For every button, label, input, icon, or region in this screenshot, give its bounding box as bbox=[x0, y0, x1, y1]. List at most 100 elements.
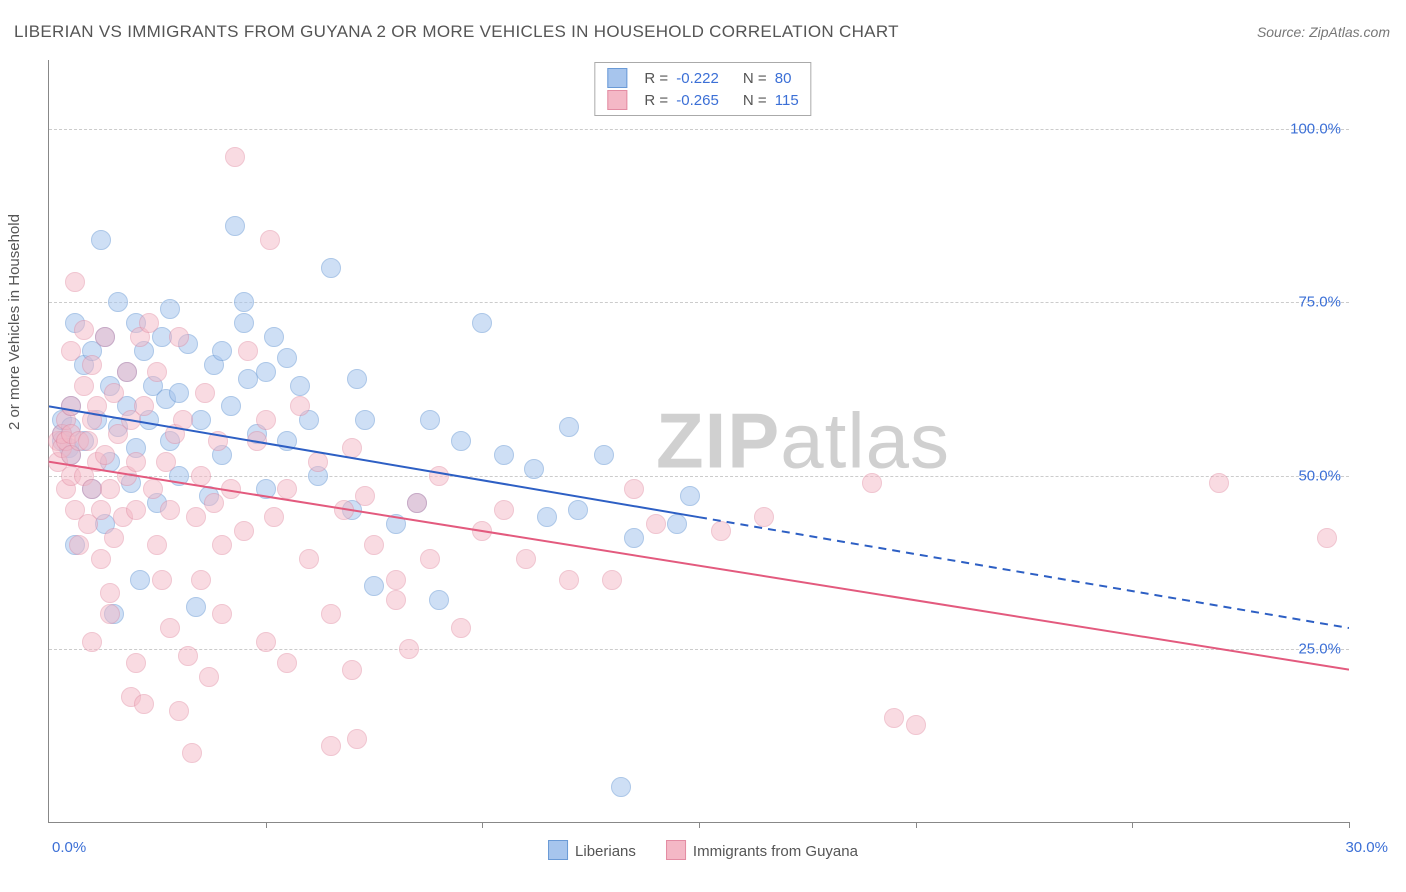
scatter-point bbox=[667, 514, 687, 534]
scatter-point bbox=[1317, 528, 1337, 548]
scatter-point bbox=[212, 341, 232, 361]
scatter-point bbox=[147, 535, 167, 555]
legend-swatch bbox=[548, 840, 568, 860]
scatter-point bbox=[342, 438, 362, 458]
scatter-point bbox=[568, 500, 588, 520]
scatter-point bbox=[61, 396, 81, 416]
scatter-point bbox=[420, 410, 440, 430]
scatter-point bbox=[178, 646, 198, 666]
scatter-point bbox=[264, 327, 284, 347]
scatter-point bbox=[130, 570, 150, 590]
scatter-point bbox=[234, 313, 254, 333]
scatter-point bbox=[225, 216, 245, 236]
scatter-point bbox=[290, 376, 310, 396]
scatter-point bbox=[78, 431, 98, 451]
scatter-point bbox=[602, 570, 622, 590]
scatter-point bbox=[429, 590, 449, 610]
scatter-point bbox=[524, 459, 544, 479]
chart-title: LIBERIAN VS IMMIGRANTS FROM GUYANA 2 OR … bbox=[14, 22, 899, 42]
scatter-point bbox=[516, 549, 536, 569]
scatter-point bbox=[256, 362, 276, 382]
scatter-point bbox=[342, 660, 362, 680]
scatter-point bbox=[160, 299, 180, 319]
scatter-point bbox=[347, 369, 367, 389]
scatter-point bbox=[95, 445, 115, 465]
r-label: R = -0.222 bbox=[644, 70, 718, 87]
scatter-point bbox=[134, 396, 154, 416]
scatter-point bbox=[290, 396, 310, 416]
scatter-point bbox=[74, 320, 94, 340]
scatter-point bbox=[65, 272, 85, 292]
scatter-point bbox=[624, 479, 644, 499]
scatter-point bbox=[182, 743, 202, 763]
scatter-point bbox=[451, 618, 471, 638]
scatter-point bbox=[234, 521, 254, 541]
scatter-point bbox=[299, 549, 319, 569]
x-tick-mark bbox=[1132, 822, 1133, 828]
scatter-point bbox=[355, 410, 375, 430]
scatter-point bbox=[321, 604, 341, 624]
scatter-point bbox=[472, 313, 492, 333]
scatter-point bbox=[754, 507, 774, 527]
x-axis-start-label: 0.0% bbox=[52, 839, 86, 856]
scatter-point bbox=[646, 514, 666, 534]
legend-swatch bbox=[607, 68, 627, 88]
scatter-point bbox=[221, 396, 241, 416]
scatter-point bbox=[186, 597, 206, 617]
scatter-point bbox=[91, 549, 111, 569]
gridline bbox=[49, 476, 1349, 477]
scatter-point bbox=[191, 466, 211, 486]
scatter-point bbox=[104, 528, 124, 548]
scatter-point bbox=[386, 570, 406, 590]
scatter-point bbox=[256, 410, 276, 430]
scatter-point bbox=[191, 570, 211, 590]
chart-container: LIBERIAN VS IMMIGRANTS FROM GUYANA 2 OR … bbox=[0, 0, 1406, 892]
x-axis-end-label: 30.0% bbox=[1345, 839, 1388, 856]
scatter-point bbox=[680, 486, 700, 506]
scatter-point bbox=[100, 604, 120, 624]
scatter-point bbox=[147, 362, 167, 382]
scatter-point bbox=[212, 604, 232, 624]
scatter-point bbox=[160, 618, 180, 638]
x-tick-mark bbox=[266, 822, 267, 828]
x-tick-mark bbox=[1349, 822, 1350, 828]
scatter-point bbox=[247, 431, 267, 451]
legend-swatch bbox=[607, 90, 627, 110]
scatter-point bbox=[74, 376, 94, 396]
scatter-point bbox=[169, 383, 189, 403]
plot-area: ZIPatlas 25.0%50.0%75.0%100.0% bbox=[48, 60, 1349, 823]
x-tick-mark bbox=[482, 822, 483, 828]
x-tick-mark bbox=[699, 822, 700, 828]
gridline bbox=[49, 129, 1349, 130]
scatter-point bbox=[100, 479, 120, 499]
scatter-point bbox=[61, 341, 81, 361]
scatter-point bbox=[95, 327, 115, 347]
scatter-point bbox=[559, 417, 579, 437]
scatter-point bbox=[117, 362, 137, 382]
scatter-point bbox=[862, 473, 882, 493]
scatter-point bbox=[169, 701, 189, 721]
scatter-point bbox=[104, 383, 124, 403]
scatter-point bbox=[87, 396, 107, 416]
watermark: ZIPatlas bbox=[656, 396, 950, 487]
scatter-point bbox=[256, 479, 276, 499]
scatter-point bbox=[1209, 473, 1229, 493]
legend-series-item: Immigrants from Guyana bbox=[666, 840, 858, 860]
series-legend: LiberiansImmigrants from Guyana bbox=[548, 840, 858, 860]
scatter-point bbox=[407, 493, 427, 513]
scatter-point bbox=[256, 632, 276, 652]
scatter-point bbox=[494, 500, 514, 520]
scatter-point bbox=[191, 410, 211, 430]
trend-lines bbox=[49, 60, 1349, 822]
legend-swatch bbox=[666, 840, 686, 860]
scatter-point bbox=[906, 715, 926, 735]
y-tick-label: 100.0% bbox=[1290, 121, 1341, 138]
scatter-point bbox=[199, 667, 219, 687]
scatter-point bbox=[126, 500, 146, 520]
scatter-point bbox=[321, 736, 341, 756]
scatter-point bbox=[139, 313, 159, 333]
scatter-point bbox=[308, 452, 328, 472]
scatter-point bbox=[134, 694, 154, 714]
scatter-point bbox=[386, 590, 406, 610]
scatter-point bbox=[264, 507, 284, 527]
